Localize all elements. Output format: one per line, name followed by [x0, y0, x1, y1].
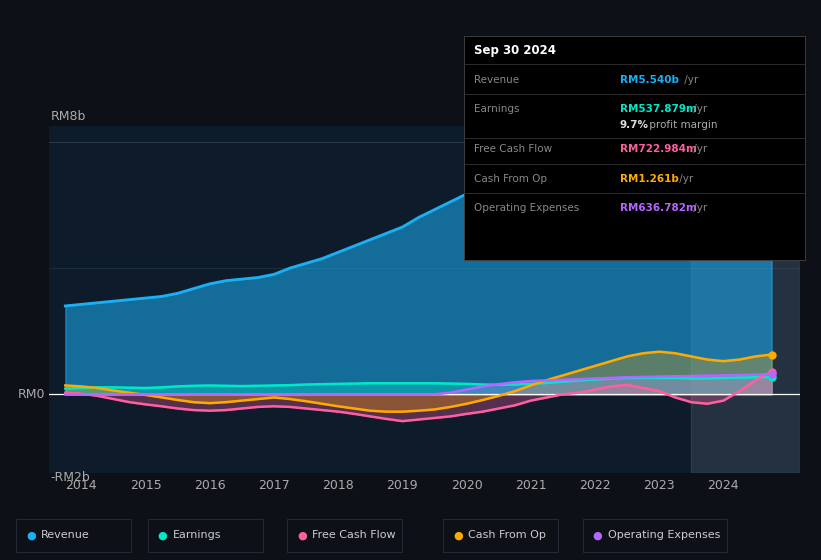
Text: /yr: /yr [690, 104, 707, 114]
Text: Free Cash Flow: Free Cash Flow [312, 530, 396, 540]
Text: Revenue: Revenue [474, 74, 519, 85]
Text: Sep 30 2024: Sep 30 2024 [474, 44, 556, 57]
Text: Free Cash Flow: Free Cash Flow [474, 144, 552, 155]
Text: /yr: /yr [681, 74, 699, 85]
Text: /yr: /yr [690, 144, 707, 155]
Text: ●: ● [26, 530, 36, 540]
Text: /yr: /yr [676, 174, 693, 184]
Text: Operating Expenses: Operating Expenses [608, 530, 720, 540]
Text: RM722.984m: RM722.984m [620, 144, 697, 155]
Text: RM537.879m: RM537.879m [620, 104, 697, 114]
Text: Cash From Op: Cash From Op [468, 530, 546, 540]
Text: Earnings: Earnings [172, 530, 221, 540]
Text: profit margin: profit margin [646, 120, 718, 130]
Text: ●: ● [593, 530, 603, 540]
Text: Cash From Op: Cash From Op [474, 174, 547, 184]
Text: ●: ● [297, 530, 307, 540]
Text: -RM2b: -RM2b [51, 472, 90, 484]
Text: RM636.782m: RM636.782m [620, 203, 697, 213]
Text: Revenue: Revenue [41, 530, 89, 540]
Bar [691, 126, 800, 473]
Text: ●: ● [158, 530, 167, 540]
Text: RM1.261b: RM1.261b [620, 174, 679, 184]
Text: RM0: RM0 [18, 388, 45, 401]
Text: RM5.540b: RM5.540b [620, 74, 679, 85]
Text: RM8b: RM8b [51, 110, 86, 123]
Text: /yr: /yr [690, 203, 707, 213]
Text: Operating Expenses: Operating Expenses [474, 203, 579, 213]
Text: ●: ● [453, 530, 463, 540]
Text: Earnings: Earnings [474, 104, 519, 114]
Text: 9.7%: 9.7% [620, 120, 649, 130]
